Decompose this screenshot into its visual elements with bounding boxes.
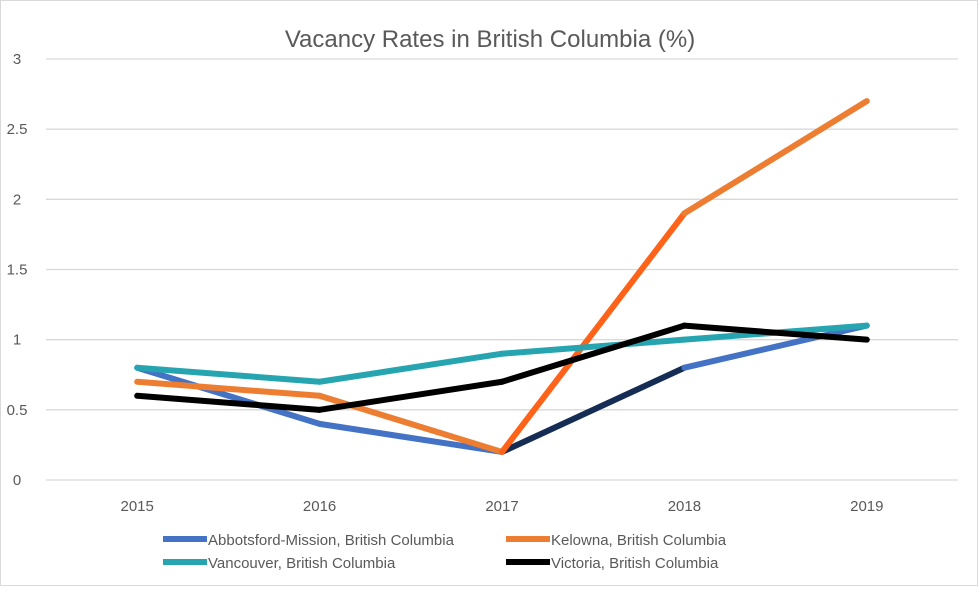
x-tick-label: 2019 (850, 498, 883, 515)
legend-item: Victoria, British Columbia (506, 555, 719, 572)
y-tick-label: 2 (13, 191, 21, 208)
line-segment (320, 424, 502, 452)
y-tick-label: 2.5 (7, 121, 28, 138)
x-tick-label: 2018 (668, 498, 701, 515)
legend-item: Abbotsford-Mission, British Columbia (163, 532, 455, 549)
legend-label: Vancouver, British Columbia (208, 555, 396, 572)
y-tick-label: 1.5 (7, 262, 28, 279)
y-tick-label: 1 (13, 332, 21, 349)
legend-label: Victoria, British Columbia (551, 555, 719, 572)
legend-item: Kelowna, British Columbia (506, 532, 727, 549)
y-tick-label: 3 (13, 51, 21, 68)
x-tick-label: 2015 (121, 498, 154, 515)
y-tick-label: 0.5 (7, 402, 28, 419)
x-tick-label: 2016 (303, 498, 336, 515)
legend-label: Kelowna, British Columbia (551, 532, 727, 549)
legend-item: Vancouver, British Columbia (163, 555, 396, 572)
series-line (137, 326, 867, 410)
line-segment (320, 354, 502, 382)
x-tick-label: 2017 (485, 498, 518, 515)
y-tick-label: 0 (13, 472, 21, 489)
chart-title: Vacancy Rates in British Columbia (%) (285, 26, 695, 53)
line-segment (320, 382, 502, 410)
legend-label: Abbotsford-Mission, British Columbia (208, 532, 455, 549)
line-segment (684, 101, 866, 213)
